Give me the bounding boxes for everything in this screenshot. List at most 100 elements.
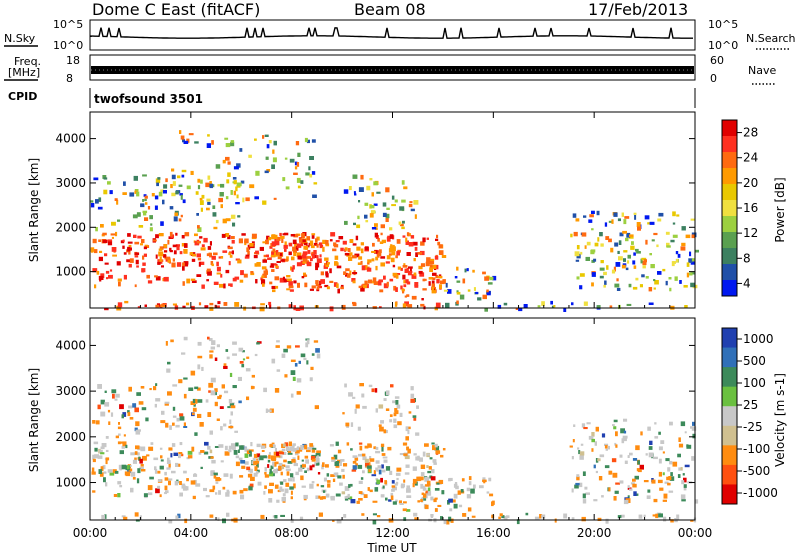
echo-cell: [440, 516, 443, 520]
echo-cell: [144, 217, 149, 221]
echo-cell: [435, 302, 441, 308]
echo-cell: [153, 239, 157, 242]
echo-cell: [123, 274, 127, 280]
echo-cell: [138, 225, 144, 228]
echo-cell: [487, 282, 493, 285]
echo-cell: [265, 156, 269, 160]
echo-cell: [364, 280, 368, 286]
echo-cell: [116, 261, 121, 266]
echo-cell: [367, 487, 370, 491]
echo-cell: [326, 286, 330, 290]
echo-cell: [180, 214, 183, 218]
echo-cell: [297, 255, 302, 260]
echo-cell: [115, 231, 118, 237]
station-title: Dome C East (fitACF): [92, 0, 260, 19]
colorbar-swatch: [722, 328, 737, 349]
echo-cell: [386, 255, 391, 260]
echo-cell: [575, 482, 580, 486]
echo-cell: [105, 436, 109, 439]
echo-cell: [197, 364, 201, 370]
echo-cell: [422, 288, 427, 291]
echo-cell: [642, 265, 646, 269]
echo-cell: [157, 485, 161, 489]
echo-cell: [193, 474, 198, 477]
colorbar-swatch: [722, 425, 737, 446]
echo-cell: [685, 234, 691, 239]
echo-cell: [95, 199, 99, 204]
echo-cell: [259, 306, 265, 312]
echo-cell: [371, 258, 375, 262]
echo-cell: [459, 294, 465, 300]
echo-cell: [296, 378, 302, 383]
echo-cell: [335, 441, 339, 446]
echo-cell: [97, 455, 103, 459]
echo-cell: [242, 197, 245, 203]
echo-cell: [95, 227, 98, 232]
echo-cell: [432, 277, 436, 280]
echo-cell: [273, 140, 277, 146]
echo-cell: [667, 467, 671, 472]
echo-cell: [300, 353, 306, 358]
echo-cell: [178, 379, 183, 384]
echo-cell: [92, 268, 98, 273]
echo-cell: [353, 222, 356, 226]
echo-cell: [374, 487, 379, 492]
echo-cell: [110, 233, 116, 236]
echo-cell: [651, 479, 656, 484]
echo-cell: [407, 304, 413, 308]
echo-cell: [186, 278, 191, 284]
time-tick-label: 16:00: [476, 526, 511, 540]
echo-cell: [99, 449, 103, 454]
echo-cell: [389, 245, 393, 249]
echo-cell: [647, 426, 651, 431]
echo-cell: [140, 464, 144, 467]
echo-cell: [392, 486, 397, 491]
echo-cell: [358, 498, 363, 501]
echo-cell: [432, 272, 437, 276]
echo-cell: [290, 473, 294, 478]
echo-cell: [311, 233, 316, 236]
echo-cell: [599, 267, 605, 271]
echo-cell: [434, 497, 438, 500]
echo-cell: [647, 222, 652, 225]
echo-cell: [281, 497, 286, 502]
echo-cell: [293, 249, 297, 253]
echo-cell: [261, 275, 265, 278]
echo-cell: [219, 192, 224, 197]
echo-cell: [366, 465, 372, 469]
echo-cell: [243, 273, 248, 278]
echo-cell: [262, 241, 266, 244]
echo-cell: [377, 237, 380, 242]
echo-cell: [623, 430, 627, 434]
echo-cell: [214, 401, 218, 407]
echo-cell: [604, 445, 608, 449]
echo-cell: [97, 206, 103, 210]
echo-cell: [279, 277, 284, 283]
echo-cell: [273, 263, 277, 266]
echo-cell: [401, 199, 406, 203]
echo-cell: [90, 249, 94, 253]
echo-cell: [401, 288, 405, 292]
echo-cell: [100, 399, 105, 405]
echo-cell: [343, 271, 347, 275]
echo-cell: [295, 307, 301, 311]
echo-cell: [280, 481, 284, 485]
echo-cell: [666, 242, 670, 248]
echo-cell: [462, 513, 467, 517]
echo-cell: [601, 495, 604, 498]
echo-cell: [576, 245, 580, 250]
echo-cell: [238, 238, 243, 244]
echo-cell: [244, 238, 249, 244]
colorbar-tick-label: 28: [743, 126, 758, 140]
echo-cell: [260, 303, 265, 306]
echo-cell: [390, 257, 395, 263]
echo-cell: [173, 452, 178, 456]
echo-cell: [200, 466, 203, 469]
echo-cell: [233, 166, 239, 170]
echo-cell: [410, 393, 415, 399]
echo-cell: [405, 237, 408, 243]
echo-cell: [243, 306, 247, 311]
echo-cell: [309, 465, 313, 471]
echo-cell: [168, 480, 171, 486]
echo-cell: [105, 482, 108, 487]
